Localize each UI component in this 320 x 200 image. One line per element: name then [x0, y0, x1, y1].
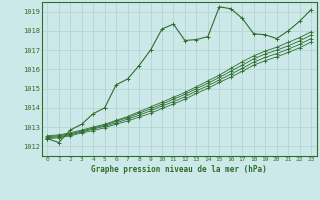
X-axis label: Graphe pression niveau de la mer (hPa): Graphe pression niveau de la mer (hPa)	[91, 165, 267, 174]
